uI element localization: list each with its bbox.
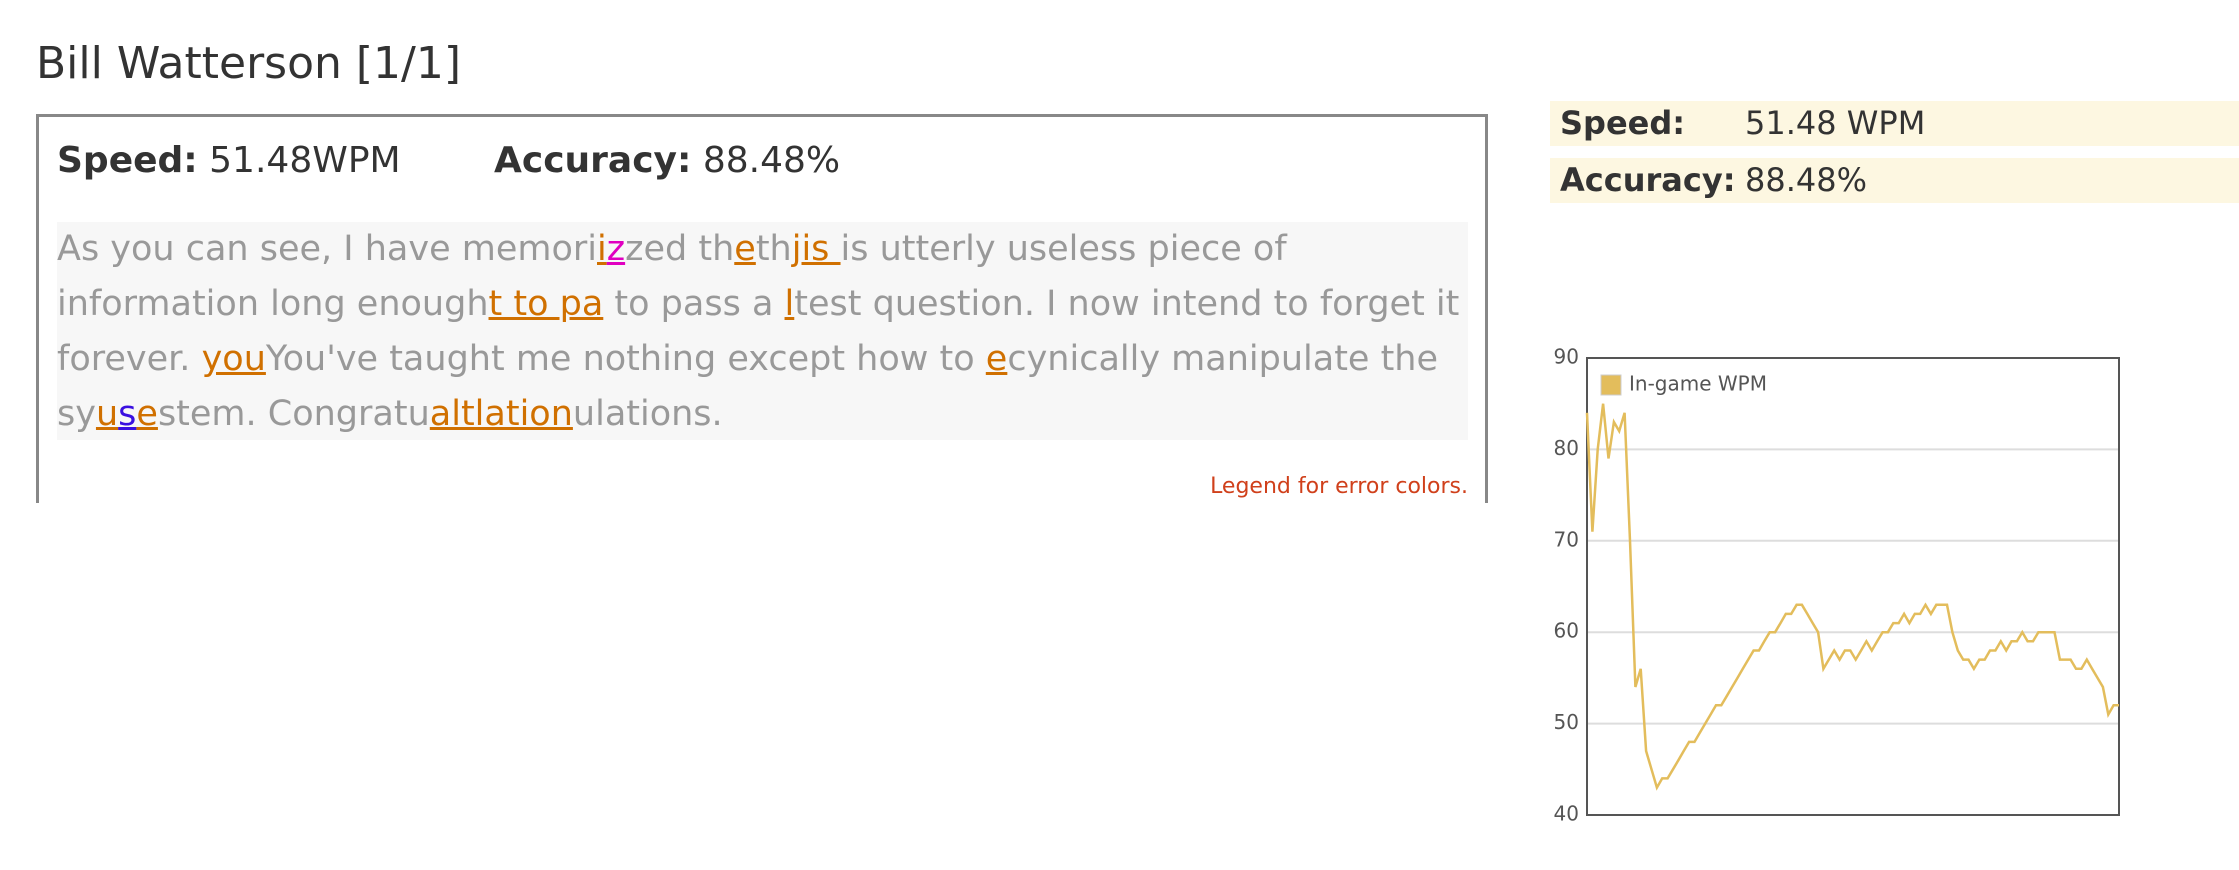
y-tick-label: 40 <box>1554 802 1579 826</box>
speed-label: Speed: <box>57 140 198 181</box>
side-speed: Speed: 51.48 WPM <box>1550 101 2239 146</box>
plot-frame <box>1586 357 2120 816</box>
side-accuracy-label: Accuracy: <box>1560 161 1736 199</box>
legend-swatch <box>1600 374 1622 396</box>
passage-text: stem. Congratu <box>157 394 430 434</box>
legend-label: In-game WPM <box>1629 372 1767 396</box>
y-tick-label: 70 <box>1554 527 1579 551</box>
error-text: i <box>597 229 607 269</box>
passage-text: cynically manipulate the sy <box>57 339 1439 434</box>
error-text: you <box>201 339 266 379</box>
side-speed-label: Speed: <box>1560 104 1686 142</box>
result-box <box>36 114 1488 503</box>
side-accuracy: Accuracy: 88.48% <box>1550 158 2239 203</box>
y-tick-label: 80 <box>1554 436 1579 460</box>
speed-stat: Speed: 51.48WPM <box>57 140 401 181</box>
passage-text: As you can see, I have memori <box>57 229 597 269</box>
passage-text: is utterly useless piece of information … <box>57 229 1287 324</box>
y-tick-label: 50 <box>1554 710 1579 734</box>
y-tick-label: 90 <box>1554 345 1579 369</box>
side-accuracy-value: 88.48% <box>1745 161 1868 199</box>
passage: As you can see, I have memoriizzed theth… <box>57 222 1468 440</box>
speed-value: 51.48WPM <box>209 140 401 181</box>
error-text: altlation <box>429 394 573 434</box>
y-tick-label: 60 <box>1554 619 1579 643</box>
accuracy-label: Accuracy: <box>494 140 692 181</box>
error-text: u <box>95 394 119 434</box>
error-text: e <box>985 339 1008 379</box>
page-title: Bill Watterson [1/1] <box>36 38 462 89</box>
error-text: s <box>118 394 137 434</box>
side-speed-value: 51.48 WPM <box>1745 104 1926 142</box>
error-text: l <box>784 284 795 324</box>
passage-text: zed th <box>625 229 735 269</box>
passage-text: You've taught me nothing except how to <box>265 339 986 379</box>
passage-text: ulations. <box>572 394 723 434</box>
line <box>1585 403 2119 791</box>
error-text: jis <box>791 229 841 269</box>
passage-text: test question. I now intend to forget it… <box>57 284 1460 379</box>
error-text: e <box>136 394 158 434</box>
error-text: z <box>606 229 626 269</box>
error-text: t to pa <box>488 284 604 324</box>
legend-link[interactable]: Legend for error colors. <box>1210 474 1468 499</box>
passage-text: th <box>755 229 792 269</box>
error-text: e <box>734 229 756 269</box>
passage-text: to pass a <box>603 284 785 324</box>
accuracy-stat: Accuracy: 88.48% <box>494 140 840 181</box>
accuracy-value: 88.48% <box>702 140 841 181</box>
